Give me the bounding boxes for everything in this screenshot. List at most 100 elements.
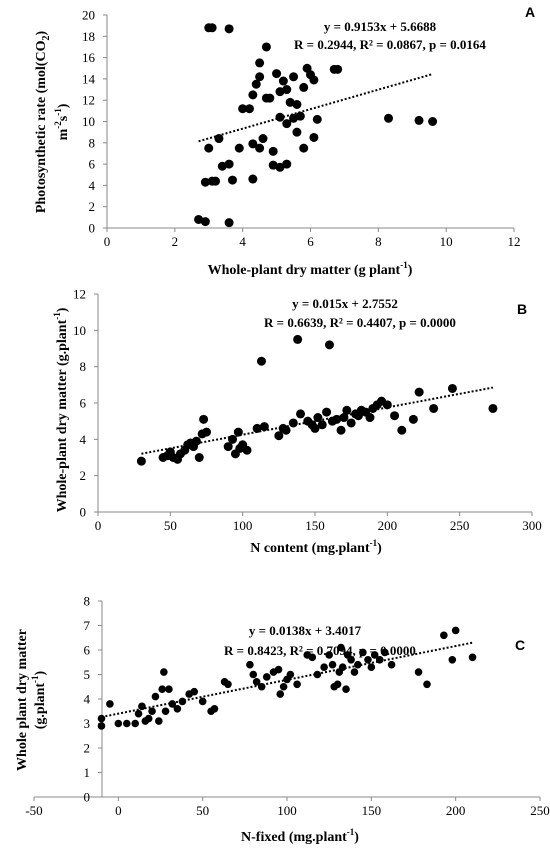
panel-a-x-tick-label: 6 (307, 234, 314, 249)
panel-a-data-point (333, 64, 343, 74)
panel-c-data-point (138, 702, 146, 711)
panel-b-data-point (199, 414, 209, 424)
panel-b-y-tick-label: 2 (80, 468, 87, 483)
svg-text:m-2s-1): m-2s-1) (53, 103, 71, 140)
panel-a-data-point (200, 217, 210, 227)
panel-c-data-point (308, 653, 317, 662)
panel-c-data-point (451, 626, 460, 635)
panel-c-data-point (161, 707, 170, 716)
panel-c-x-tick-label: 50 (196, 803, 209, 818)
panel-b-stats: R = 0.6639, R² = 0.4407, p = 0.0000 (264, 315, 456, 330)
panel-a-y-tick-label: 6 (89, 157, 96, 172)
panel-c-data-point (350, 668, 359, 676)
panel-b-x-tick-label: 50 (164, 518, 177, 533)
panel-b-y-tick-label: 6 (80, 396, 87, 411)
panel-a-data-point (204, 143, 214, 153)
panel-a-data-point (384, 113, 394, 123)
panel-a-data-point (292, 99, 302, 109)
panel-a-data-point (289, 113, 299, 123)
panel-c-data-point (106, 700, 114, 708)
panel-a-data-point (214, 134, 224, 144)
panel-c-data-point (155, 717, 163, 725)
panel-b-data-point (256, 356, 266, 366)
panel-c-data-point (364, 656, 372, 664)
panel-c-data-point (333, 680, 342, 689)
panel-c-data-point (347, 656, 355, 664)
panel-b-y-axis-title: Whole-plant dry matter (g.plant-1) (52, 307, 70, 512)
panel-c-data-point (342, 685, 350, 693)
panel-b-data-point (296, 409, 306, 419)
panel-c-y-tick-label: 3 (84, 716, 91, 731)
panel-c-data-point (158, 685, 166, 693)
panel-c-label: C (515, 637, 525, 653)
svg-text:(g.plant-1): (g.plant-1) (30, 670, 48, 729)
panel-a-data-point (299, 82, 309, 92)
panel-c-x-tick-label: -50 (25, 803, 42, 818)
panel-c-stats: R = 0.8423, R² = 0.7094, p = 0.0000 (224, 643, 416, 658)
panel-a-data-point (275, 162, 285, 172)
panel-c-data-point (359, 648, 367, 657)
panel-a-data-point (217, 161, 227, 171)
panel-a-data-point (282, 159, 292, 169)
panel-a-data-point (282, 119, 292, 129)
panel-a-x-tick-label: 4 (239, 234, 246, 249)
panel-b-data-point (202, 427, 211, 437)
panel-b-data-point (342, 405, 352, 415)
panel-a-data-point (211, 176, 221, 186)
panel-a-data-point (200, 177, 210, 187)
panel-a-data-point (414, 115, 424, 125)
panel-a-trendline (198, 73, 433, 143)
panel-a-data-point (272, 69, 282, 79)
panel-a-data-point (248, 90, 258, 100)
panel-b-data-point (310, 423, 320, 433)
panel-a-data-point (428, 117, 438, 126)
panel-a-data-point (207, 23, 217, 33)
panel-b: 0 50 100 150 200 250 300 0 2 4 6 8 10 12 y = 0.015x +… (52, 287, 542, 557)
panel-a-x-tick-label: 12 (508, 234, 521, 249)
panel-c-data-point (320, 663, 328, 671)
panel-a-data-point (289, 72, 299, 82)
panel-c-data-point (381, 648, 389, 657)
panel-c-x-tick-label: 250 (530, 803, 550, 818)
panel-c-data-point (448, 656, 457, 664)
panel-b-data-point (274, 431, 284, 441)
panel-b-x-tick-label: 100 (233, 518, 253, 533)
panel-b-y-tick-label: 4 (80, 432, 87, 447)
panel-b-data-point (488, 403, 498, 413)
panel-c-y-tick-label: 6 (84, 643, 91, 658)
panel-a-x-tick-label: 2 (172, 234, 179, 249)
panel-a-data-point (224, 24, 234, 34)
panel-a-data-point (234, 143, 244, 153)
panel-a-data-point (224, 159, 234, 169)
panel-a-y-tick-label: 10 (82, 114, 95, 129)
panel-b-data-point (429, 403, 439, 413)
panel-a-data-point (268, 160, 278, 170)
panel-c-data-point (468, 653, 477, 662)
panel-c-data-point (160, 668, 168, 676)
panel-c-y-tick-label: 2 (84, 741, 91, 756)
panel-a-y-tick-label: 12 (82, 93, 95, 108)
panel-c-y-tick-label: 0 (84, 790, 91, 805)
panel-a-data-point (244, 104, 254, 114)
panel-b-data-point (447, 383, 457, 393)
panel-a-data-point (312, 114, 322, 124)
panel-c-data-point (286, 670, 295, 679)
panel-a-y-tick-label: 2 (89, 199, 96, 214)
panel-c-data-point (367, 663, 376, 671)
panel-c-y-tick-label: 1 (84, 765, 91, 780)
panel-b-x-tick-label: 250 (450, 518, 470, 533)
panel-a-data-point (299, 143, 309, 153)
panel-a-data-point (248, 139, 258, 149)
panel-b-x-tick-label: 150 (305, 518, 325, 533)
panel-a-x-tick-label: 10 (440, 234, 453, 249)
panel-c-data-point (224, 680, 232, 689)
panel-b-data-point (259, 422, 269, 432)
panel-a-data-point (309, 75, 319, 85)
panel-a-x-tick-label: 0 (104, 234, 111, 249)
panel-b-x-tick-label: 300 (522, 518, 542, 533)
panel-b-y-tick-label: 8 (80, 359, 87, 374)
svg-text:Whole plant dry matter: Whole plant dry matter (15, 629, 30, 771)
panel-a-data-point (248, 174, 258, 184)
panel-c-data-point (276, 690, 285, 698)
panel-a-data-point (255, 72, 265, 82)
